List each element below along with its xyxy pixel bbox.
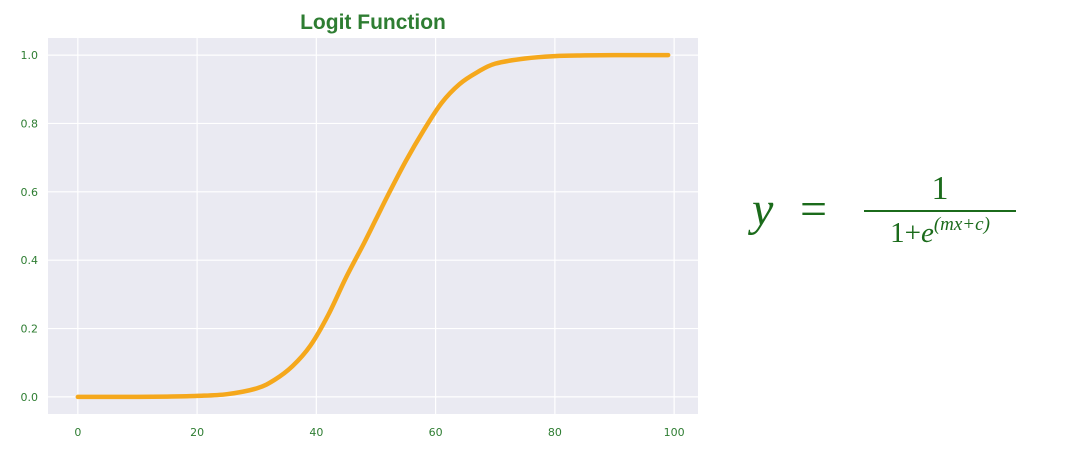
formula-exponent: (mx+c) xyxy=(933,214,990,235)
grid xyxy=(48,38,698,414)
y-tick-label: 0.2 xyxy=(21,323,39,336)
tick-labels: 0 20 40 60 80 100 0.0 0.2 0.4 0.6 0.8 1.0 xyxy=(21,49,685,439)
x-tick-label: 0 xyxy=(74,426,81,439)
x-tick-label: 80 xyxy=(548,426,562,439)
sigmoid-line xyxy=(75,52,671,400)
chart-title: Logit Function xyxy=(300,11,446,34)
formula-denominator-prefix: 1+ xyxy=(890,217,921,249)
x-tick-label: 40 xyxy=(309,426,323,439)
y-tick-label: 1.0 xyxy=(21,49,39,62)
y-tick-label: 0.0 xyxy=(21,391,39,404)
formula-lhs: y xyxy=(752,183,774,236)
x-tick-label: 60 xyxy=(429,426,443,439)
x-tick-label: 100 xyxy=(664,426,685,439)
logistic-formula: y = 1 1+e(mx+c) xyxy=(752,166,1042,266)
series-layer xyxy=(75,52,671,400)
formula-numerator: 1 xyxy=(931,170,949,207)
formula-equals: = xyxy=(800,183,828,236)
y-tick-label: 0.6 xyxy=(21,186,39,199)
formula-fraction-bar xyxy=(864,210,1016,212)
x-tick-label: 20 xyxy=(190,426,204,439)
y-tick-label: 0.4 xyxy=(21,254,39,267)
formula-denominator: 1+e(mx+c) xyxy=(864,214,1016,250)
y-tick-label: 0.8 xyxy=(21,117,39,130)
formula-denominator-base: e xyxy=(920,217,934,249)
